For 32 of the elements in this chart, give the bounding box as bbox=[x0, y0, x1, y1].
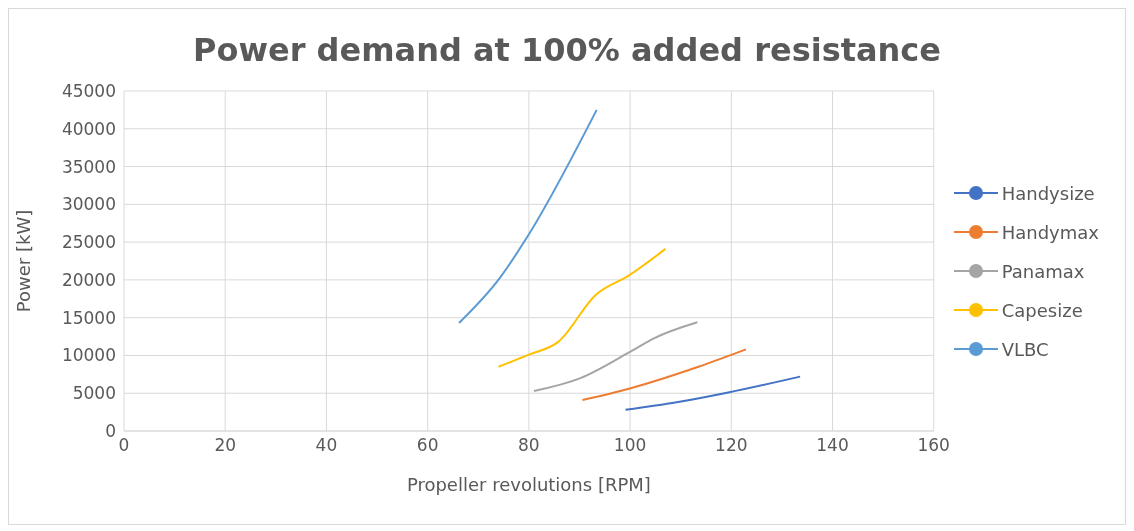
x-tick-label: 20 bbox=[214, 435, 237, 456]
y-tick-label: 20000 bbox=[61, 269, 116, 290]
y-tick-label: 40000 bbox=[61, 118, 116, 139]
y-tick-label: 0 bbox=[105, 421, 116, 442]
y-tick-label: 15000 bbox=[61, 307, 116, 328]
y-tick-label: 10000 bbox=[61, 345, 116, 366]
x-tick-label: 100 bbox=[613, 435, 647, 456]
x-tick-label: 0 bbox=[118, 435, 130, 456]
y-tick-label: 45000 bbox=[61, 81, 116, 102]
y-axis-title: Power [kW] bbox=[13, 209, 35, 313]
line-series bbox=[624, 375, 802, 411]
x-tick-label: 160 bbox=[917, 435, 950, 456]
x-tick-label: 140 bbox=[816, 435, 849, 456]
y-tick-label: 5000 bbox=[72, 383, 116, 404]
legend-label: Capesize bbox=[1000, 299, 1084, 321]
chart-title: Power demand at 100% added resistance bbox=[191, 31, 943, 71]
x-tick-label: 40 bbox=[315, 435, 338, 456]
legend-label: Handymax bbox=[1000, 221, 1099, 243]
x-tick-label: 120 bbox=[715, 435, 748, 456]
y-tick-label: 35000 bbox=[61, 156, 116, 177]
x-axis-title: Propeller revolutions [RPM] bbox=[406, 474, 651, 495]
line-series bbox=[458, 108, 598, 324]
line-series bbox=[497, 247, 667, 368]
legend-label: Panamax bbox=[1000, 260, 1086, 282]
x-tick-label: 60 bbox=[416, 435, 439, 456]
y-tick-label: 25000 bbox=[61, 232, 116, 253]
line-series bbox=[581, 348, 747, 402]
legend-label: Handysize bbox=[1000, 182, 1096, 204]
y-tick-label: 30000 bbox=[61, 194, 116, 215]
x-tick-label: 80 bbox=[518, 435, 540, 456]
line-series bbox=[532, 321, 699, 392]
legend-label: VLBC bbox=[1000, 338, 1050, 360]
